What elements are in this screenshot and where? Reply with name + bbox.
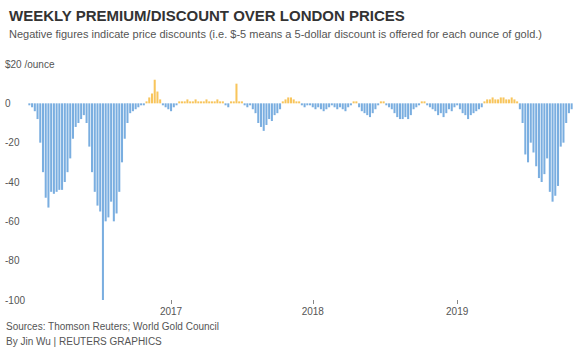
svg-text:-100: -100 — [5, 295, 25, 306]
svg-text:WEEKLY PREMIUM/DISCOUNT OVER L: WEEKLY PREMIUM/DISCOUNT OVER LONDON PRIC… — [9, 7, 405, 24]
svg-text:$20 /ounce: $20 /ounce — [5, 59, 55, 70]
svg-text:-40: -40 — [5, 177, 20, 188]
svg-text:Sources: Thomson Reuters; Worl: Sources: Thomson Reuters; World Gold Cou… — [6, 321, 219, 332]
svg-text:0: 0 — [5, 98, 11, 109]
svg-text:Negative figures indicate pric: Negative figures indicate price discount… — [9, 28, 542, 40]
svg-text:By Jin Wu | REUTERS GRAPHICS: By Jin Wu | REUTERS GRAPHICS — [6, 336, 162, 347]
svg-text:-20: -20 — [5, 137, 20, 148]
svg-text:2019: 2019 — [446, 306, 469, 317]
svg-text:2017: 2017 — [160, 306, 183, 317]
svg-text:2018: 2018 — [302, 306, 325, 317]
svg-text:-60: -60 — [5, 216, 20, 227]
svg-text:-80: -80 — [5, 255, 20, 266]
